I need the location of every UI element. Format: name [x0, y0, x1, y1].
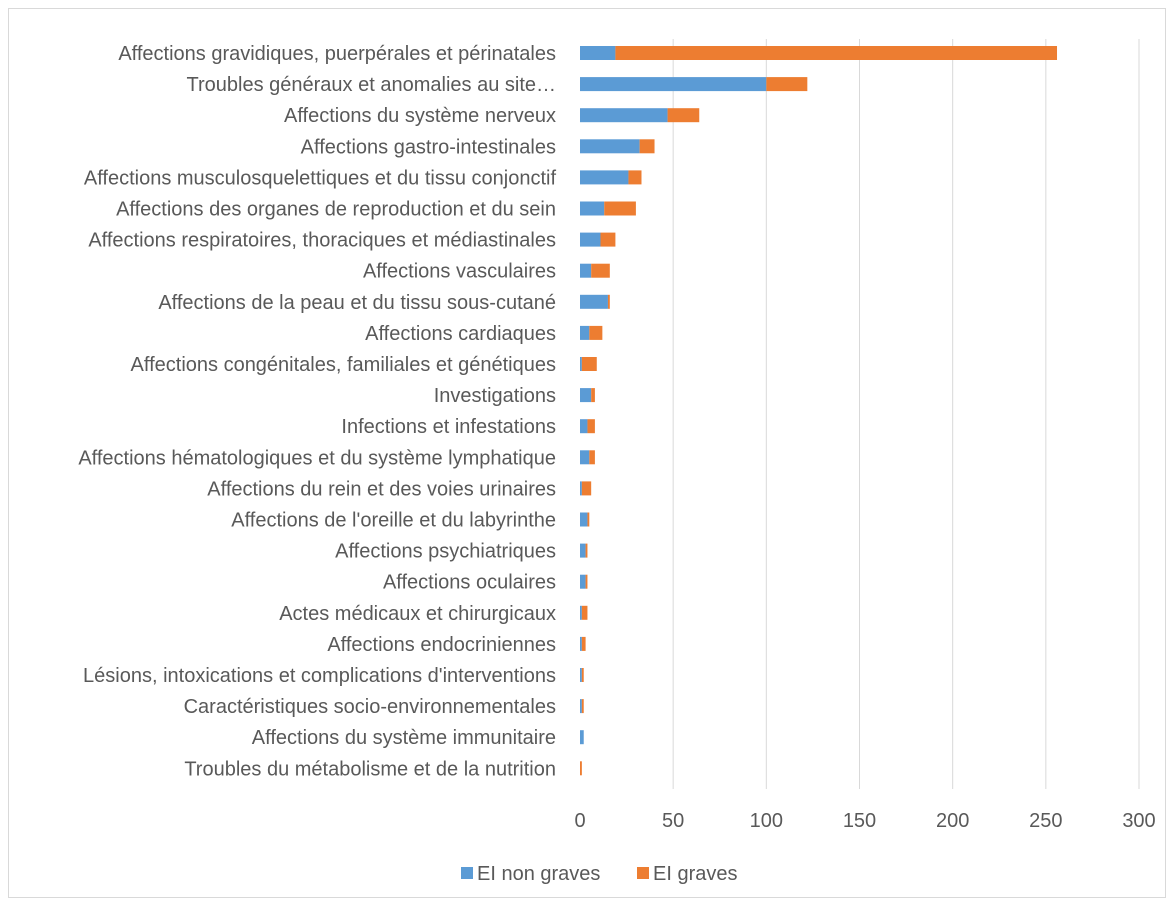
category-label-affections-du-systeme-immunitaire: Affections du système immunitaire — [252, 727, 556, 749]
bar-ei-graves-affections-oculaires — [585, 574, 588, 589]
bar-ei-graves-affections-hematologiques-et-du-systeme-lymphatique — [589, 450, 595, 465]
bar-ei-non-graves-actes-medicaux-et-chirurgicaux — [580, 605, 582, 620]
category-label-affections-oculaires: Affections oculaires — [383, 572, 556, 594]
bar-ei-graves-investigations — [591, 388, 595, 403]
category-label-affections-respiratoires-thoraciques-et-mediastinales: Affections respiratoires, thoraciques et… — [88, 230, 556, 252]
bar-ei-graves-actes-medicaux-et-chirurgicaux — [581, 605, 588, 620]
x-tick-label-50: 50 — [662, 810, 684, 832]
bar-ei-non-graves-affections-du-systeme-nerveux — [580, 108, 668, 123]
bar-ei-non-graves-affections-psychiatriques — [580, 543, 586, 558]
bar-ei-graves-affections-cardiaques — [589, 325, 603, 340]
category-label-troubles-generaux-et-anomalies-au-site: Troubles généraux et anomalies au site… — [187, 74, 556, 96]
category-label-infections-et-infestations: Infections et infestations — [341, 416, 556, 438]
bar-ei-non-graves-affections-de-l-oreille-et-du-labyrinthe — [580, 512, 588, 527]
legend-label-ei-graves: EI graves — [653, 863, 737, 885]
category-label-caracteristiques-socio-environnementales: Caractéristiques socio-environnementales — [184, 696, 556, 718]
category-label-affections-hematologiques-et-du-systeme-lymphatique: Affections hématologiques et du système … — [78, 447, 556, 469]
bar-chart: Affections gravidiques, puerpérales et p… — [78, 39, 1156, 885]
category-labels: Affections gravidiques, puerpérales et p… — [78, 43, 556, 780]
bar-ei-graves-caracteristiques-socio-environnementales — [581, 699, 584, 714]
bar-ei-graves-affections-psychiatriques — [585, 543, 588, 558]
bar-ei-non-graves-lesions-intoxications-et-complications-d-interventions — [580, 668, 582, 682]
category-label-affections-cardiaques: Affections cardiaques — [365, 323, 556, 345]
bar-ei-non-graves-caracteristiques-socio-environnementales — [580, 699, 582, 714]
category-label-affections-vasculaires: Affections vasculaires — [363, 261, 556, 283]
bar-ei-graves-affections-gravidiques-puerperales-et-perinatales — [615, 46, 1058, 60]
bar-ei-graves-affections-congenitales-familiales-et-genetiques — [581, 357, 597, 371]
bars — [580, 46, 1058, 776]
bar-ei-graves-affections-respiratoires-thoraciques-et-mediastinales — [600, 232, 616, 247]
bar-ei-non-graves-affections-congenitales-familiales-et-genetiques — [580, 357, 582, 371]
gridlines — [672, 39, 1140, 789]
bar-ei-non-graves-affections-du-rein-et-des-voies-urinaires — [580, 481, 582, 496]
legend-swatch-ei-graves — [637, 867, 649, 879]
category-label-affections-endocriniennes: Affections endocriniennes — [327, 634, 556, 656]
bar-ei-non-graves-infections-et-infestations — [580, 419, 588, 434]
bar-ei-non-graves-affections-gravidiques-puerperales-et-perinatales — [580, 46, 616, 60]
x-tick-label-200: 200 — [936, 810, 969, 832]
legend-swatch-ei-non-graves — [461, 867, 473, 879]
bar-ei-graves-affections-de-l-oreille-et-du-labyrinthe — [587, 512, 590, 527]
category-label-affections-musculosquelettiques-et-du-tissu-conjonctif: Affections musculosquelettiques et du ti… — [84, 167, 557, 189]
category-label-affections-des-organes-de-reproduction-et-du-sein: Affections des organes de reproduction e… — [116, 199, 556, 221]
x-tick-label-100: 100 — [750, 810, 783, 832]
bar-ei-non-graves-affections-endocriniennes — [580, 636, 582, 651]
bar-ei-non-graves-investigations — [580, 388, 592, 403]
bar-ei-non-graves-affections-oculaires — [580, 574, 586, 589]
x-tick-label-300: 300 — [1122, 810, 1155, 832]
bar-ei-graves-affections-de-la-peau-et-du-tissu-sous-cutane — [607, 294, 610, 309]
bar-ei-non-graves-affections-de-la-peau-et-du-tissu-sous-cutane — [580, 294, 608, 309]
bar-ei-non-graves-troubles-generaux-et-anomalies-au-site — [580, 77, 767, 92]
bar-ei-graves-infections-et-infestations — [587, 419, 595, 434]
bar-ei-non-graves-affections-des-organes-de-reproduction-et-du-sein — [580, 201, 605, 216]
bar-ei-graves-affections-du-systeme-nerveux — [667, 108, 700, 123]
x-tick-label-0: 0 — [574, 810, 585, 832]
category-label-actes-medicaux-et-chirurgicaux: Actes médicaux et chirurgicaux — [279, 603, 556, 625]
category-label-affections-du-rein-et-des-voies-urinaires: Affections du rein et des voies urinaire… — [207, 478, 556, 500]
bar-ei-graves-affections-des-organes-de-reproduction-et-du-sein — [604, 201, 636, 216]
category-label-affections-de-la-peau-et-du-tissu-sous-cutane: Affections de la peau et du tissu sous-c… — [158, 292, 556, 314]
category-label-affections-du-systeme-nerveux: Affections du système nerveux — [284, 105, 556, 127]
category-label-affections-de-l-oreille-et-du-labyrinthe: Affections de l'oreille et du labyrinthe — [231, 510, 556, 532]
bar-ei-non-graves-affections-hematologiques-et-du-systeme-lymphatique — [580, 450, 590, 465]
bar-ei-graves-affections-gastro-intestinales — [639, 139, 655, 154]
category-label-investigations: Investigations — [434, 385, 556, 407]
category-label-troubles-du-metabolisme-et-de-la-nutrition: Troubles du métabolisme et de la nutriti… — [184, 758, 556, 780]
bar-ei-graves-affections-vasculaires — [591, 263, 610, 278]
category-label-lesions-intoxications-et-complications-d-interventions: Lésions, intoxications et complications … — [83, 665, 556, 687]
category-label-affections-gastro-intestinales: Affections gastro-intestinales — [301, 136, 556, 158]
legend: EI non graves EI graves — [461, 863, 737, 885]
x-tick-label-250: 250 — [1029, 810, 1062, 832]
bar-ei-non-graves-affections-gastro-intestinales — [580, 139, 640, 154]
category-label-affections-gravidiques-puerperales-et-perinatales: Affections gravidiques, puerpérales et p… — [118, 43, 556, 65]
bar-ei-non-graves-affections-vasculaires — [580, 263, 592, 278]
bar-ei-graves-affections-endocriniennes — [581, 636, 586, 651]
category-label-affections-congenitales-familiales-et-genetiques: Affections congénitales, familiales et g… — [131, 354, 556, 376]
bar-ei-graves-troubles-generaux-et-anomalies-au-site — [766, 77, 808, 92]
category-label-affections-psychiatriques: Affections psychiatriques — [335, 541, 556, 563]
bar-ei-graves-affections-du-rein-et-des-voies-urinaires — [581, 481, 592, 496]
bar-ei-non-graves-affections-respiratoires-thoraciques-et-mediastinales — [580, 232, 601, 247]
x-tick-label-150: 150 — [843, 810, 876, 832]
chart-frame: Affections gravidiques, puerpérales et p… — [8, 8, 1166, 898]
bar-ei-non-graves-affections-musculosquelettiques-et-du-tissu-conjonctif — [580, 170, 629, 185]
bar-ei-graves-lesions-intoxications-et-complications-d-interventions — [581, 668, 584, 682]
bar-ei-non-graves-affections-cardiaques — [580, 325, 590, 340]
x-axis-tick-labels: 0 50 100 150 200 250 300 — [574, 810, 1155, 832]
bar-ei-graves-affections-musculosquelettiques-et-du-tissu-conjonctif — [628, 170, 642, 185]
legend-label-ei-non-graves: EI non graves — [477, 863, 600, 885]
bar-ei-graves-troubles-du-metabolisme-et-de-la-nutrition — [580, 761, 582, 776]
bar-ei-non-graves-affections-du-systeme-immunitaire — [580, 730, 584, 745]
